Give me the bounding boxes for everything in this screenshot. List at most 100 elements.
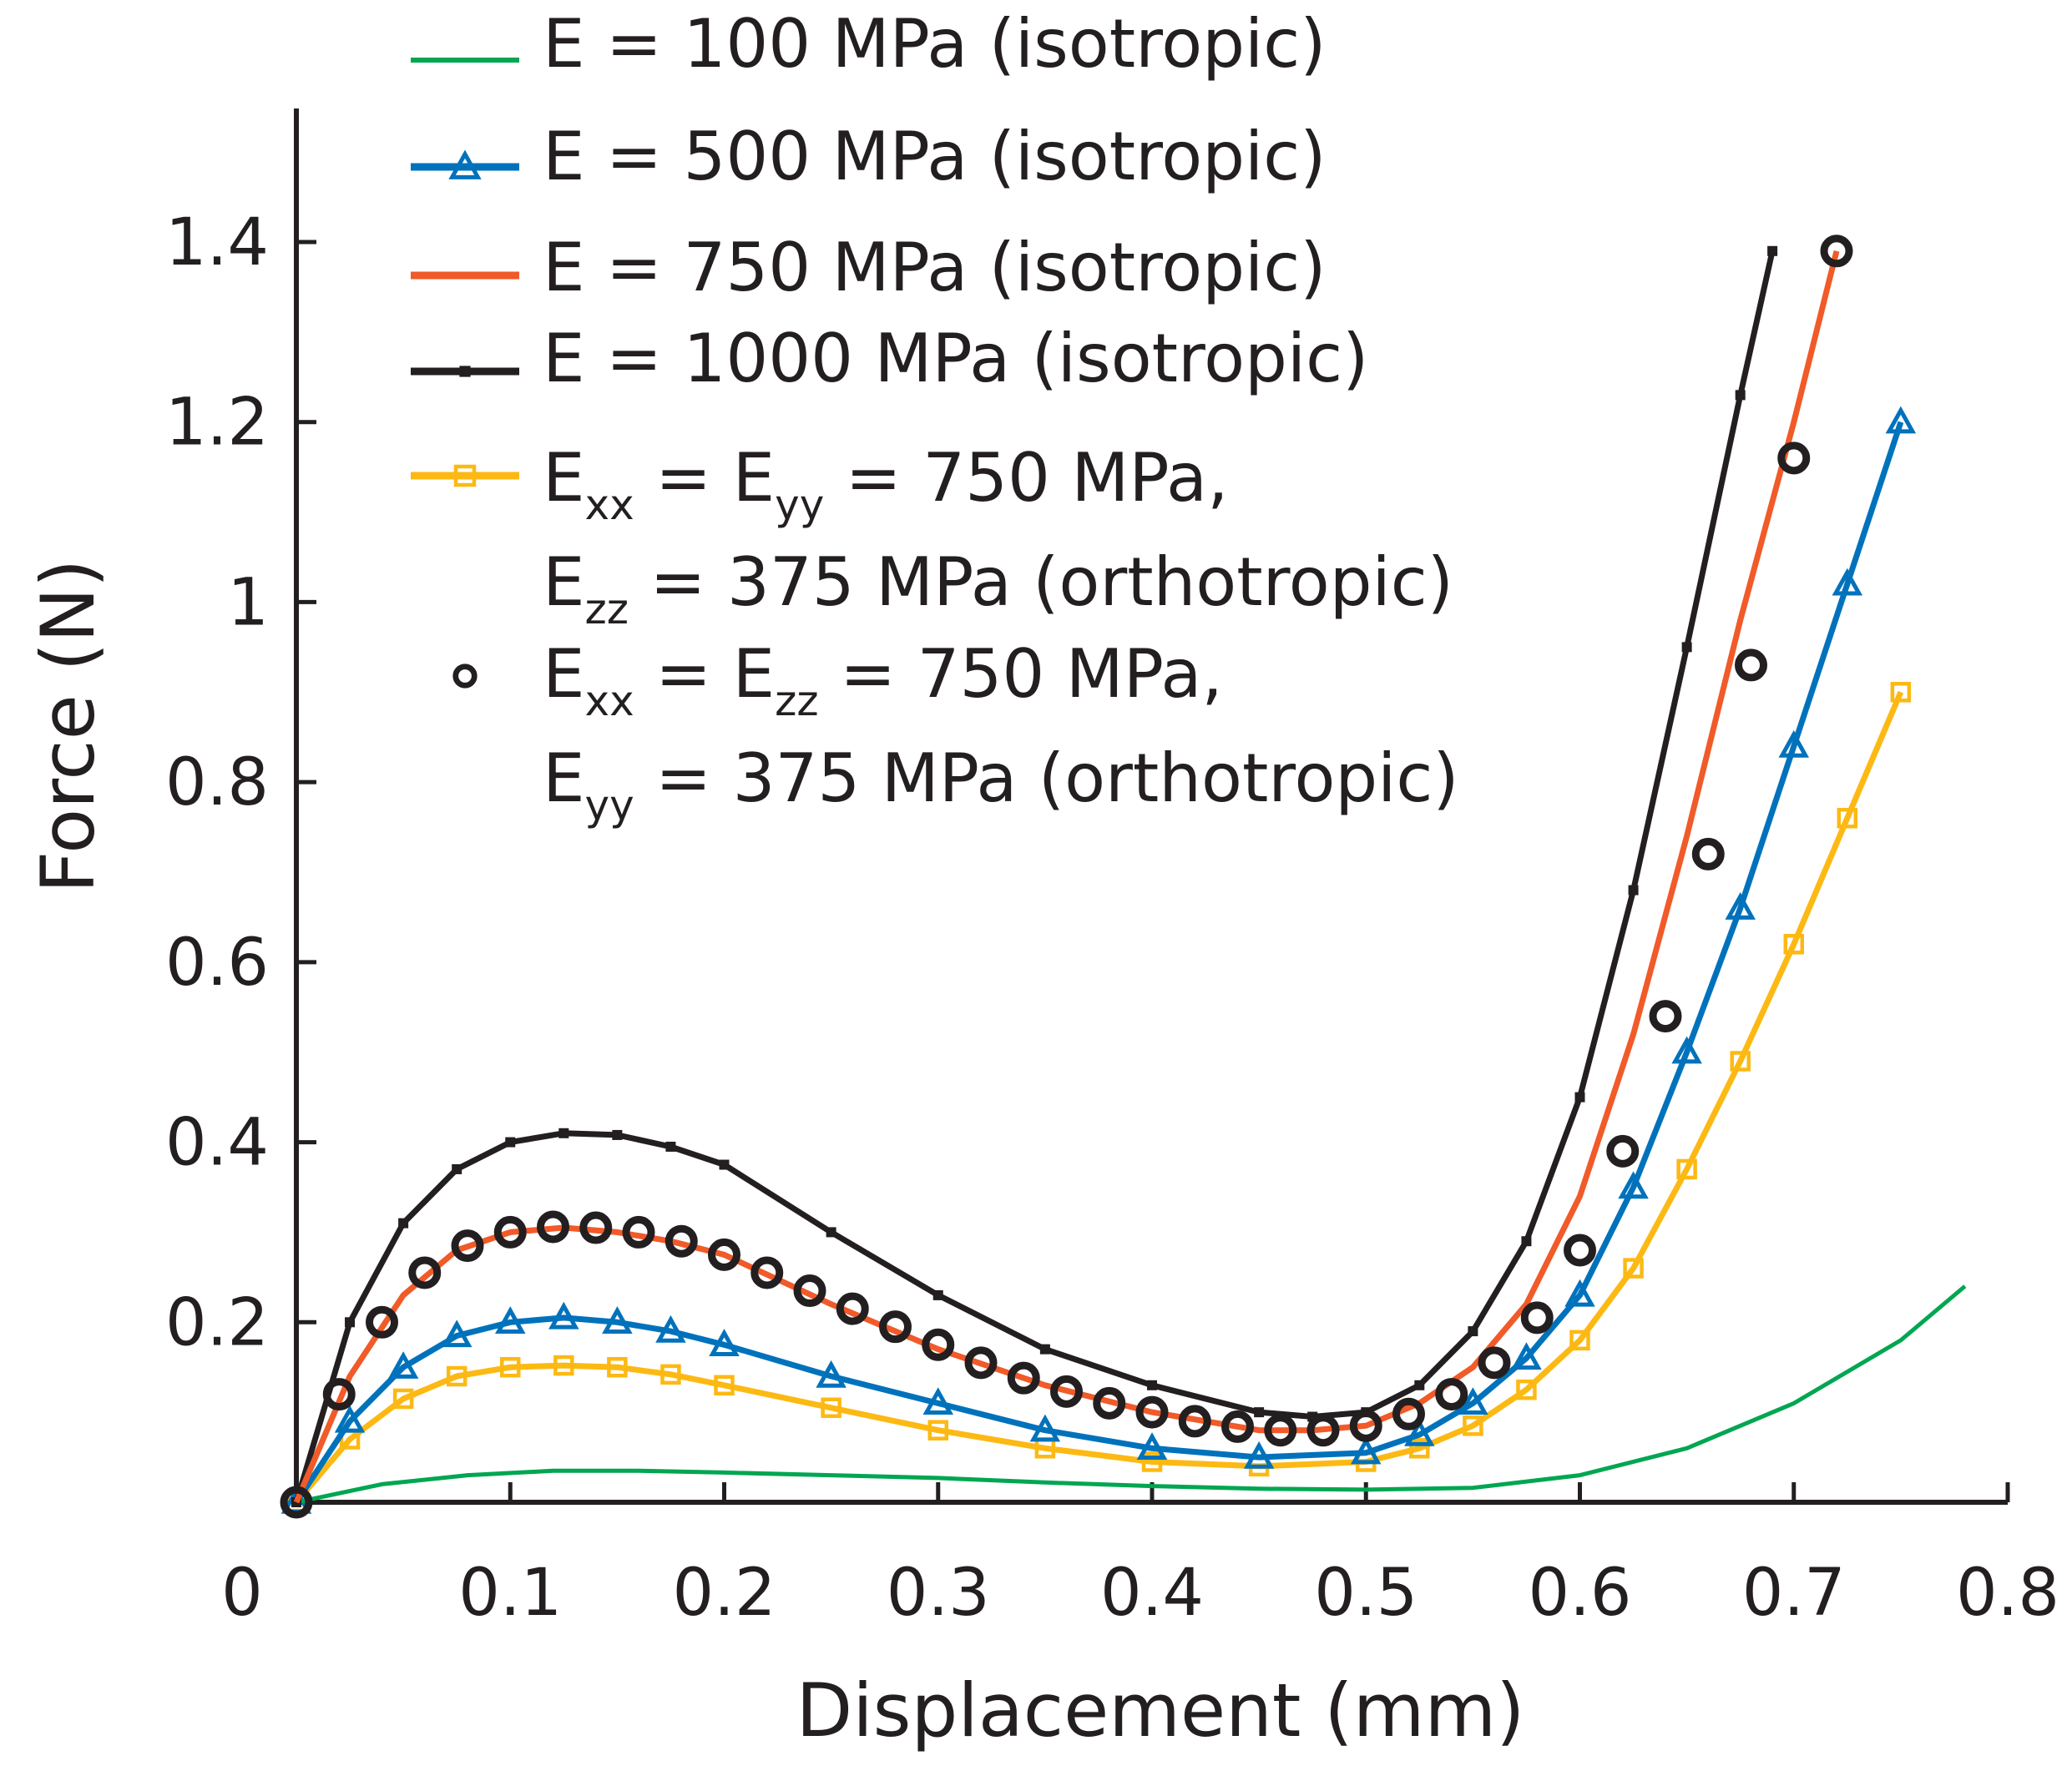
data-point bbox=[1735, 648, 1767, 682]
data-point bbox=[1093, 1386, 1126, 1420]
data-point bbox=[1691, 837, 1725, 870]
y-tick-label: 1.2 bbox=[165, 386, 269, 461]
data-point bbox=[1564, 1279, 1595, 1307]
marker-ring bbox=[836, 1292, 869, 1325]
data-point bbox=[1735, 390, 1746, 401]
data-point bbox=[1681, 642, 1692, 653]
legend-entry-3: E = 750 MPa (isotropic) bbox=[411, 229, 1326, 306]
data-point bbox=[1007, 1361, 1040, 1395]
data-point bbox=[1890, 682, 1912, 703]
data-point bbox=[1392, 1397, 1425, 1430]
legend-text-run: = 375 MPa (orthotropic) bbox=[634, 739, 1459, 817]
data-point bbox=[1564, 1234, 1596, 1267]
data-point bbox=[1029, 1414, 1061, 1442]
legend-entry-1: E = 100 MPa (isotropic) bbox=[411, 5, 1326, 83]
marker-ring bbox=[1349, 1409, 1382, 1442]
legend-text-run: E bbox=[543, 543, 585, 621]
data-point bbox=[1623, 1258, 1644, 1279]
x-axis-label: Displacement (mm) bbox=[796, 1668, 1524, 1753]
data-point bbox=[1264, 1414, 1297, 1447]
data-point bbox=[1254, 1407, 1265, 1418]
marker-ring bbox=[1221, 1410, 1254, 1443]
data-point bbox=[448, 149, 482, 179]
y-tick-label: 1 bbox=[227, 565, 269, 640]
legend-text-run: E bbox=[543, 635, 585, 713]
marker-ring bbox=[1392, 1397, 1425, 1430]
data-point bbox=[387, 1351, 419, 1379]
series-4 bbox=[291, 245, 1778, 1507]
data-point bbox=[1820, 235, 1853, 268]
data-point bbox=[1141, 1451, 1163, 1472]
data-point bbox=[612, 1129, 623, 1140]
y-tick-label: 0.6 bbox=[165, 926, 269, 1001]
data-point bbox=[366, 1305, 398, 1339]
marker-ring bbox=[708, 1238, 740, 1271]
data-point bbox=[1221, 1410, 1254, 1443]
marker-ring bbox=[1520, 1301, 1554, 1335]
marker-ring bbox=[451, 1229, 484, 1263]
legend-label: Exx = Eyy = 750 MPa, Ezz = 375 MPa (ortho… bbox=[543, 439, 1453, 633]
marker-ring bbox=[1564, 1234, 1596, 1267]
legend-text-run: = E bbox=[634, 439, 775, 517]
marker-ring bbox=[322, 1378, 356, 1411]
marker-ring bbox=[408, 1256, 442, 1289]
data-point bbox=[345, 1317, 356, 1328]
data-point bbox=[719, 1159, 730, 1170]
data-point bbox=[334, 1405, 366, 1433]
data-point bbox=[836, 1292, 869, 1325]
x-tick-label: 0 bbox=[221, 1556, 263, 1631]
marker-ring bbox=[1050, 1375, 1083, 1408]
series-line bbox=[293, 250, 1776, 1503]
legend-label: E = 1000 MPa (isotropic) bbox=[543, 320, 1368, 397]
data-point bbox=[451, 1229, 484, 1263]
data-point bbox=[453, 464, 477, 487]
data-point bbox=[1520, 1301, 1554, 1335]
marker-ring bbox=[1435, 1378, 1468, 1411]
data-point bbox=[548, 1301, 579, 1330]
data-point bbox=[602, 1306, 633, 1334]
legend-text-run: E bbox=[543, 439, 585, 517]
marker-ring bbox=[1264, 1414, 1297, 1447]
data-point bbox=[1569, 1330, 1590, 1351]
data-point bbox=[665, 1224, 698, 1258]
legend-text-run: E = 100 MPa (isotropic) bbox=[543, 5, 1326, 83]
data-point bbox=[1243, 1441, 1275, 1469]
legend-subscript: xx bbox=[585, 677, 634, 725]
data-point bbox=[1414, 1380, 1425, 1390]
data-point bbox=[1671, 1036, 1702, 1064]
marker-ring bbox=[750, 1256, 784, 1289]
x-tick-label: 0.3 bbox=[887, 1556, 990, 1631]
data-point bbox=[495, 1306, 526, 1334]
data-point bbox=[452, 1163, 462, 1174]
data-point bbox=[821, 1397, 841, 1418]
marker-ring bbox=[1735, 648, 1767, 682]
data-point bbox=[1730, 1051, 1751, 1072]
marker-ring bbox=[879, 1310, 912, 1344]
data-point bbox=[1409, 1438, 1430, 1459]
data-point bbox=[750, 1256, 784, 1289]
series-layer bbox=[280, 235, 1967, 1519]
data-point bbox=[665, 1141, 676, 1152]
series-1 bbox=[296, 1284, 1967, 1505]
data-point bbox=[1136, 1432, 1168, 1460]
data-point bbox=[964, 1346, 998, 1380]
data-point bbox=[1135, 1395, 1169, 1429]
data-point bbox=[1516, 1379, 1537, 1400]
series-line bbox=[294, 690, 1904, 1505]
data-point bbox=[622, 1215, 655, 1249]
data-point bbox=[1767, 245, 1778, 256]
x-tick-label: 0.2 bbox=[672, 1556, 776, 1631]
data-point bbox=[1478, 1346, 1511, 1380]
data-point bbox=[793, 1274, 826, 1308]
axes: 0 0.1 0.2 0.3 0.4 0.5 0.6 0.7 0.8 0.2 0.4 0.6 0.8 1 1.… bbox=[165, 108, 2059, 1631]
data-point bbox=[1778, 729, 1809, 758]
data-point bbox=[922, 1328, 955, 1361]
data-point bbox=[1725, 891, 1756, 920]
x-tick-label: 0.8 bbox=[1956, 1556, 2059, 1631]
data-point bbox=[708, 1238, 740, 1271]
legend-subscript: zz bbox=[585, 585, 629, 633]
data-point bbox=[826, 1227, 836, 1238]
marker-ring bbox=[964, 1346, 998, 1380]
legend-entry-5: Exx = Eyy = 750 MPa, Ezz = 375 MPa (ortho… bbox=[411, 439, 1453, 633]
data-point bbox=[922, 1387, 953, 1415]
